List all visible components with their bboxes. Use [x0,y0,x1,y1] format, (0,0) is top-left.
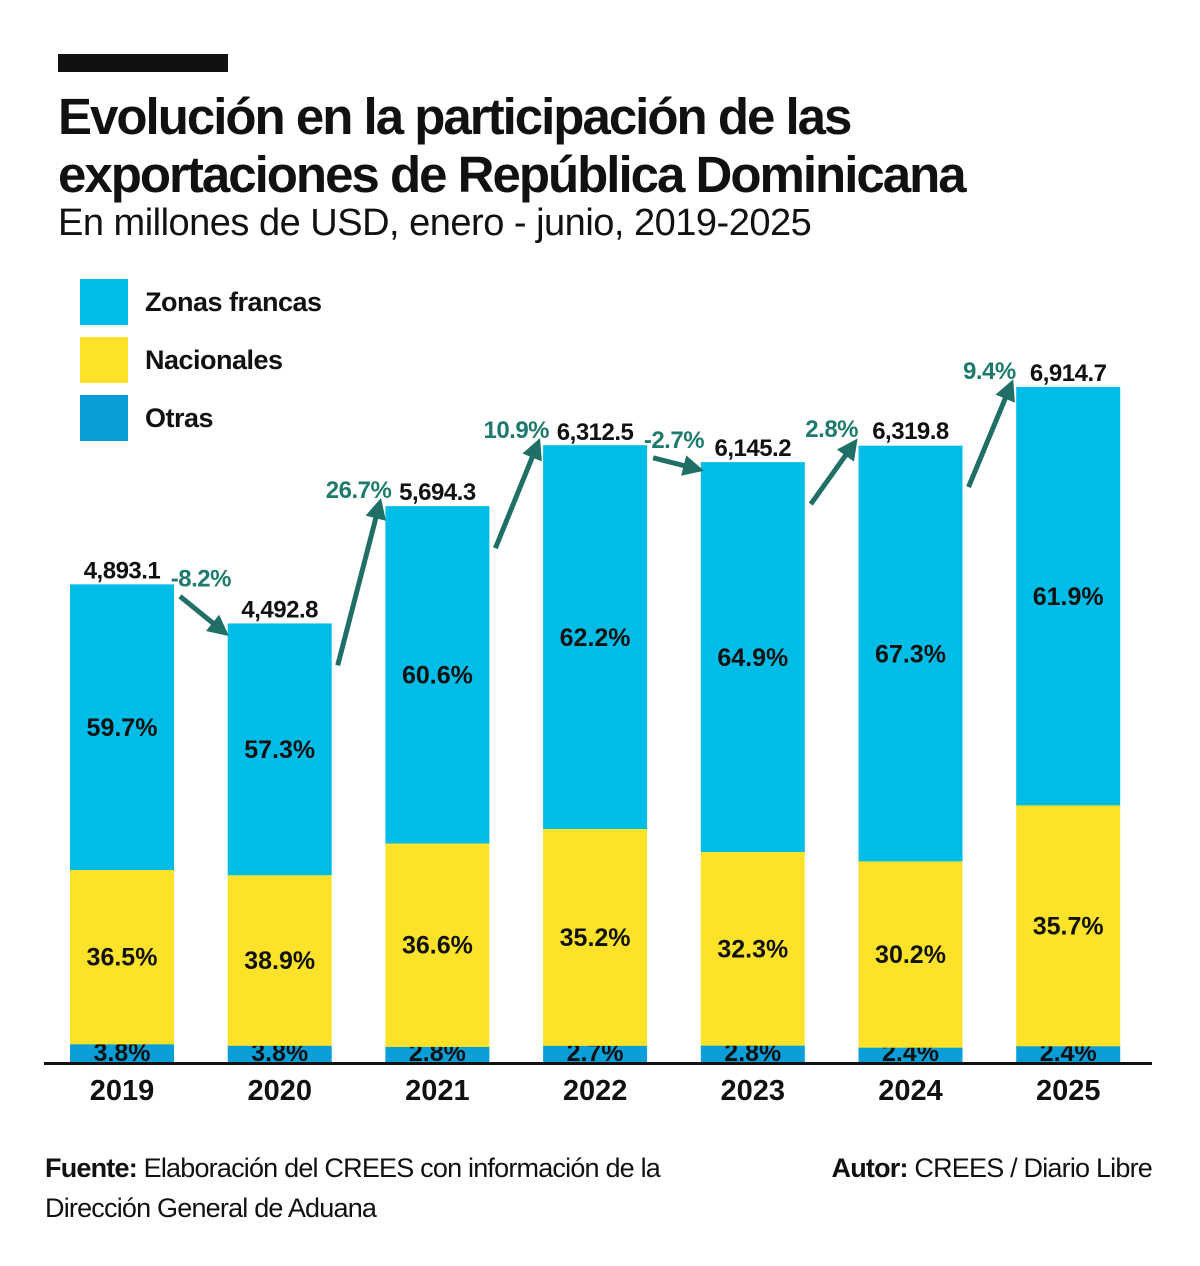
legend-swatch-nacionales [80,337,128,383]
total-label-2023: 6,145.2 [715,435,792,462]
x-tick-label-2022: 2022 [563,1075,628,1107]
total-label-2022: 6,312.5 [557,419,634,446]
bar-otras-2021 [385,1046,490,1063]
author-note: Autor: CREES / Diario Libre [831,1148,1153,1188]
bar-label-zonas-francas-2019: 59.7% [87,714,158,742]
total-label-2019: 4,893.1 [84,557,161,584]
bar-label-zonas-francas-2023: 64.9% [717,644,788,672]
x-tick-label-2020: 2020 [247,1075,312,1107]
total-label-2024: 6,319.8 [872,418,949,445]
bar-otras-2023 [700,1045,805,1063]
x-tick-label-2023: 2023 [721,1075,786,1107]
bar-nacionales-2025 [1016,804,1121,1047]
bar-group: 3.8%36.5%59.7%4,893.13.8%38.9%57.3%4,492… [70,360,1121,1067]
total-label-2020: 4,492.8 [241,596,318,623]
bar-otras-2022 [543,1045,648,1063]
bar-nacionales-2024 [858,860,963,1048]
chart-subtitle: En millones de USD, enero - junio, 2019-… [58,202,812,244]
total-label-2021: 5,694.3 [399,479,476,506]
bar-zonas-francas-2025 [1016,387,1121,806]
bar-label-nacionales-2020: 38.9% [244,947,315,975]
bar-label-nacionales-2024: 30.2% [875,941,946,969]
bar-zonas-francas-2022 [543,445,648,829]
chart-title: Evolución en la participación de las exp… [58,88,967,203]
change-label-2020-2021: 26.7% [326,477,392,504]
x-axis-labels: 2019 2020 2021 2022 2023 2024 2025 [90,1075,1101,1107]
legend-swatch-otras [80,395,128,441]
bar-label-nacionales-2022: 35.2% [560,924,631,952]
x-tick-label-2025: 2025 [1036,1075,1101,1107]
x-tick-label-2021: 2021 [405,1075,470,1107]
bar-label-zonas-francas-2020: 57.3% [244,736,315,764]
x-tick-label-2024: 2024 [878,1075,943,1107]
bar-zonas-francas-2019 [70,584,174,871]
change-arrow-2019-2020 [178,594,229,637]
bar-zonas-francas-2024 [858,445,963,862]
x-tick-label-2019: 2019 [90,1075,155,1107]
bar-nacionales-2021 [385,842,490,1047]
change-arrows: -8.2% 26.7% 10.9% -2.7% 2.8% 9.4% [171,358,1016,667]
author-label: Autor: [831,1153,909,1183]
change-arrow-2022-2023 [652,455,704,476]
change-label-2021-2022: 10.9% [483,417,549,444]
bar-label-zonas-francas-2022: 62.2% [560,624,631,652]
bar-nacionales-2019 [70,869,174,1045]
change-label-2023-2024: 2.8% [805,416,858,443]
change-arrow-2021-2022 [493,438,542,550]
bar-label-zonas-francas-2021: 60.6% [402,662,473,690]
bar-nacionales-2023 [700,851,805,1046]
change-arrow-2023-2024 [808,438,858,506]
bar-nacionales-2022 [543,828,648,1046]
bar-zonas-francas-2021 [385,506,490,844]
legend-swatch-zonas-francas [80,279,128,325]
legend-label-zonas-francas: Zonas francas [145,287,322,317]
chart-legend: Zonas francas Nacionales Otras [80,279,322,441]
bar-label-nacionales-2023: 32.3% [717,935,788,963]
bar-otras-2019 [70,1043,174,1063]
header-rule [58,54,228,72]
bar-label-zonas-francas-2024: 67.3% [875,640,946,668]
change-label-2019-2020: -8.2% [171,565,231,592]
author-text: CREES / Diario Libre [914,1153,1152,1183]
change-arrow-2024-2025 [966,379,1015,489]
source-label: Fuente: [45,1153,138,1183]
bar-label-nacionales-2021: 36.6% [402,932,473,960]
legend-label-otras: Otras [145,403,213,433]
total-label-2025: 6,914.7 [1030,360,1107,387]
bar-label-nacionales-2019: 36.5% [87,944,158,972]
bar-zonas-francas-2020 [227,623,332,876]
change-label-2024-2025: 9.4% [963,358,1016,385]
bar-otras-2025 [1016,1045,1121,1063]
bar-label-nacionales-2025: 35.7% [1033,912,1104,940]
bar-nacionales-2020 [227,874,332,1046]
bar-otras-2024 [858,1047,963,1063]
change-arrow-2020-2021 [335,497,386,667]
legend-label-nacionales: Nacionales [145,345,283,375]
change-label-2022-2023: -2.7% [644,427,704,454]
bar-zonas-francas-2023 [700,462,805,852]
source-text: Elaboración del CREES con información de… [45,1153,661,1223]
bar-otras-2020 [227,1045,332,1063]
source-note: Fuente: Elaboración del CREES con inform… [45,1148,735,1228]
bar-label-zonas-francas-2025: 61.9% [1033,583,1104,611]
